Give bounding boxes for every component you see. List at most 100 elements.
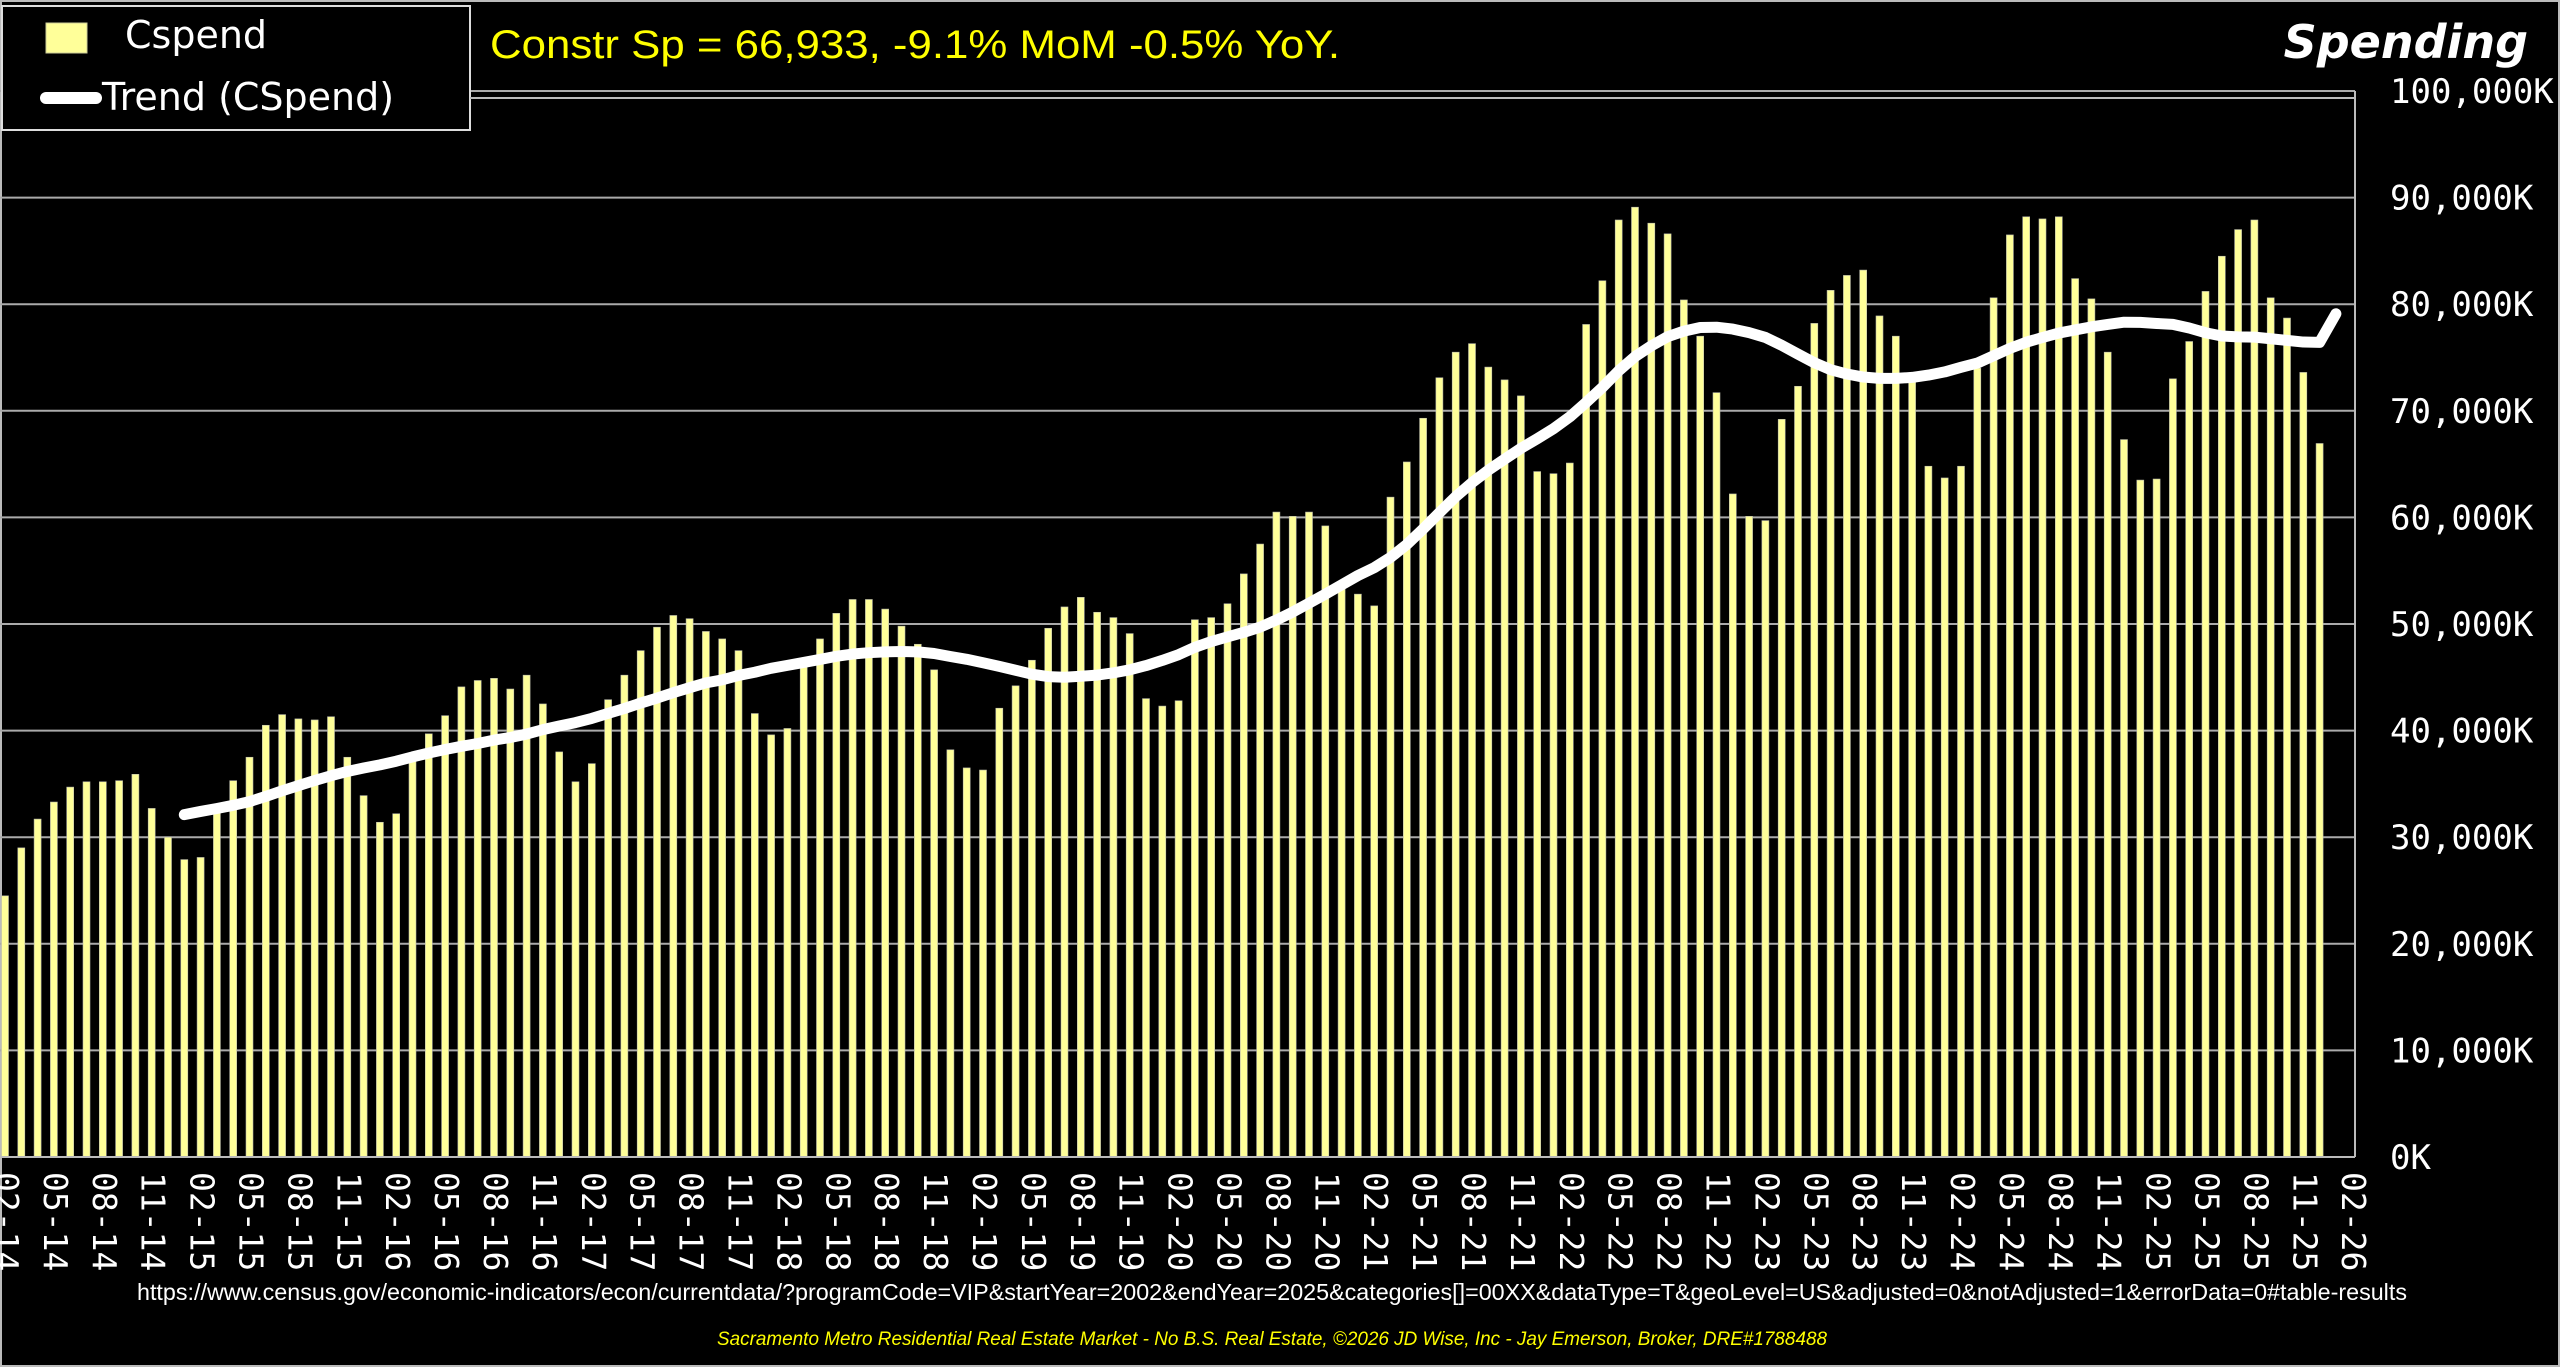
bar — [441, 715, 449, 1158]
bar — [1451, 351, 1460, 1158]
bar — [1908, 380, 1916, 1158]
x-tick-label: 02-21 — [1356, 1172, 1395, 1271]
x-tick-label: 11-15 — [329, 1172, 368, 1271]
x-tick-label: 08-21 — [1454, 1172, 1493, 1271]
x-tick-label: 02-17 — [574, 1172, 613, 1271]
bar — [457, 686, 466, 1158]
bar — [522, 674, 531, 1158]
bar — [587, 763, 596, 1158]
footer-credit: Sacramento Metro Residential Real Estate… — [717, 1329, 1827, 1350]
bar — [2201, 291, 2210, 1158]
y-tick-label: 60,000K — [2390, 498, 2534, 538]
bar — [1566, 462, 1574, 1158]
bar — [2283, 317, 2291, 1158]
x-tick-label: 11-20 — [1307, 1172, 1346, 1271]
bar — [636, 650, 645, 1158]
bar — [1223, 603, 1232, 1158]
bar — [1321, 525, 1330, 1158]
x-tick-label: 05-22 — [1601, 1172, 1640, 1271]
bar — [1354, 593, 1362, 1158]
bar — [50, 801, 58, 1158]
bar — [408, 760, 417, 1158]
bar — [881, 608, 890, 1158]
x-tick-label: 08-16 — [476, 1172, 515, 1271]
bar — [571, 781, 580, 1158]
x-tick-label: 11-18 — [916, 1172, 955, 1271]
x-tick-label: 05-24 — [1992, 1172, 2031, 1271]
bar — [147, 808, 156, 1158]
x-tick-label: 11-14 — [134, 1172, 173, 1271]
bar — [2136, 479, 2145, 1158]
bar — [799, 664, 808, 1158]
bar — [2055, 216, 2063, 1158]
bar — [816, 638, 824, 1158]
bar — [82, 781, 91, 1158]
bar — [180, 859, 189, 1158]
bar — [865, 599, 873, 1158]
y-tick-label: 30,000K — [2390, 818, 2534, 858]
bar — [343, 756, 352, 1158]
bar — [376, 821, 384, 1158]
x-tick-label: 02-19 — [965, 1172, 1004, 1271]
bar — [1093, 611, 1101, 1158]
legend-label-cspend: Cspend — [125, 13, 267, 57]
x-tick-label: 08-23 — [1845, 1172, 1884, 1271]
y-tick-label: 40,000K — [2390, 712, 2534, 752]
bar — [848, 599, 857, 1158]
bar — [1680, 299, 1688, 1158]
x-tick-label: 11-21 — [1503, 1172, 1542, 1271]
bar — [653, 626, 661, 1158]
bar — [33, 818, 42, 1158]
x-tick-label: 05-23 — [1796, 1172, 1835, 1271]
bar — [1826, 290, 1835, 1158]
bar — [490, 678, 498, 1158]
bar — [1859, 269, 1867, 1158]
bar — [2006, 234, 2014, 1158]
bar — [1272, 511, 1281, 1158]
bar — [1484, 366, 1493, 1158]
bar — [1582, 324, 1590, 1158]
bar — [424, 733, 433, 1158]
bar — [1207, 617, 1215, 1158]
x-tick-label: 02-25 — [2139, 1172, 2178, 1271]
bar — [213, 812, 221, 1158]
y-tick-label: 50,000K — [2390, 605, 2534, 645]
bar — [1663, 233, 1672, 1158]
bar — [1468, 343, 1476, 1158]
bar — [1, 895, 9, 1158]
bar — [2087, 298, 2096, 1158]
bar — [1973, 367, 1982, 1158]
x-tick-label: 11-25 — [2285, 1172, 2324, 1271]
x-tick-label: 02-24 — [1943, 1172, 1982, 1271]
bar — [99, 781, 107, 1158]
x-tick-label: 05-21 — [1405, 1172, 1444, 1271]
bar — [1843, 275, 1851, 1158]
bar — [604, 699, 612, 1158]
bar — [2185, 341, 2193, 1158]
legend-swatch-cspend — [45, 22, 88, 54]
bar — [131, 774, 140, 1158]
bar — [2234, 229, 2242, 1158]
y-tick-label: 10,000K — [2390, 1031, 2534, 1071]
bar — [1174, 700, 1183, 1158]
bar — [2103, 351, 2112, 1158]
x-tick-label: 08-24 — [2041, 1172, 2080, 1271]
x-tick-label: 05-17 — [623, 1172, 662, 1271]
bar — [1109, 617, 1118, 1158]
bar — [1729, 493, 1737, 1158]
bar — [1403, 461, 1411, 1158]
bar — [1892, 335, 1900, 1158]
x-tick-label: 05-16 — [427, 1172, 466, 1271]
bar — [1614, 219, 1623, 1158]
bar — [1500, 379, 1509, 1158]
bar — [359, 795, 368, 1158]
bar — [66, 786, 74, 1158]
chart-title: Constr Sp = 66,933, -9.1% MoM -0.5% YoY. — [490, 23, 1340, 67]
bar — [1924, 465, 1933, 1158]
bar — [1696, 335, 1704, 1158]
y-tick-label: 90,000K — [2390, 179, 2534, 219]
bar — [930, 669, 938, 1158]
x-tick-label: 02-18 — [769, 1172, 808, 1271]
x-tick-label: 05-20 — [1210, 1172, 1249, 1271]
